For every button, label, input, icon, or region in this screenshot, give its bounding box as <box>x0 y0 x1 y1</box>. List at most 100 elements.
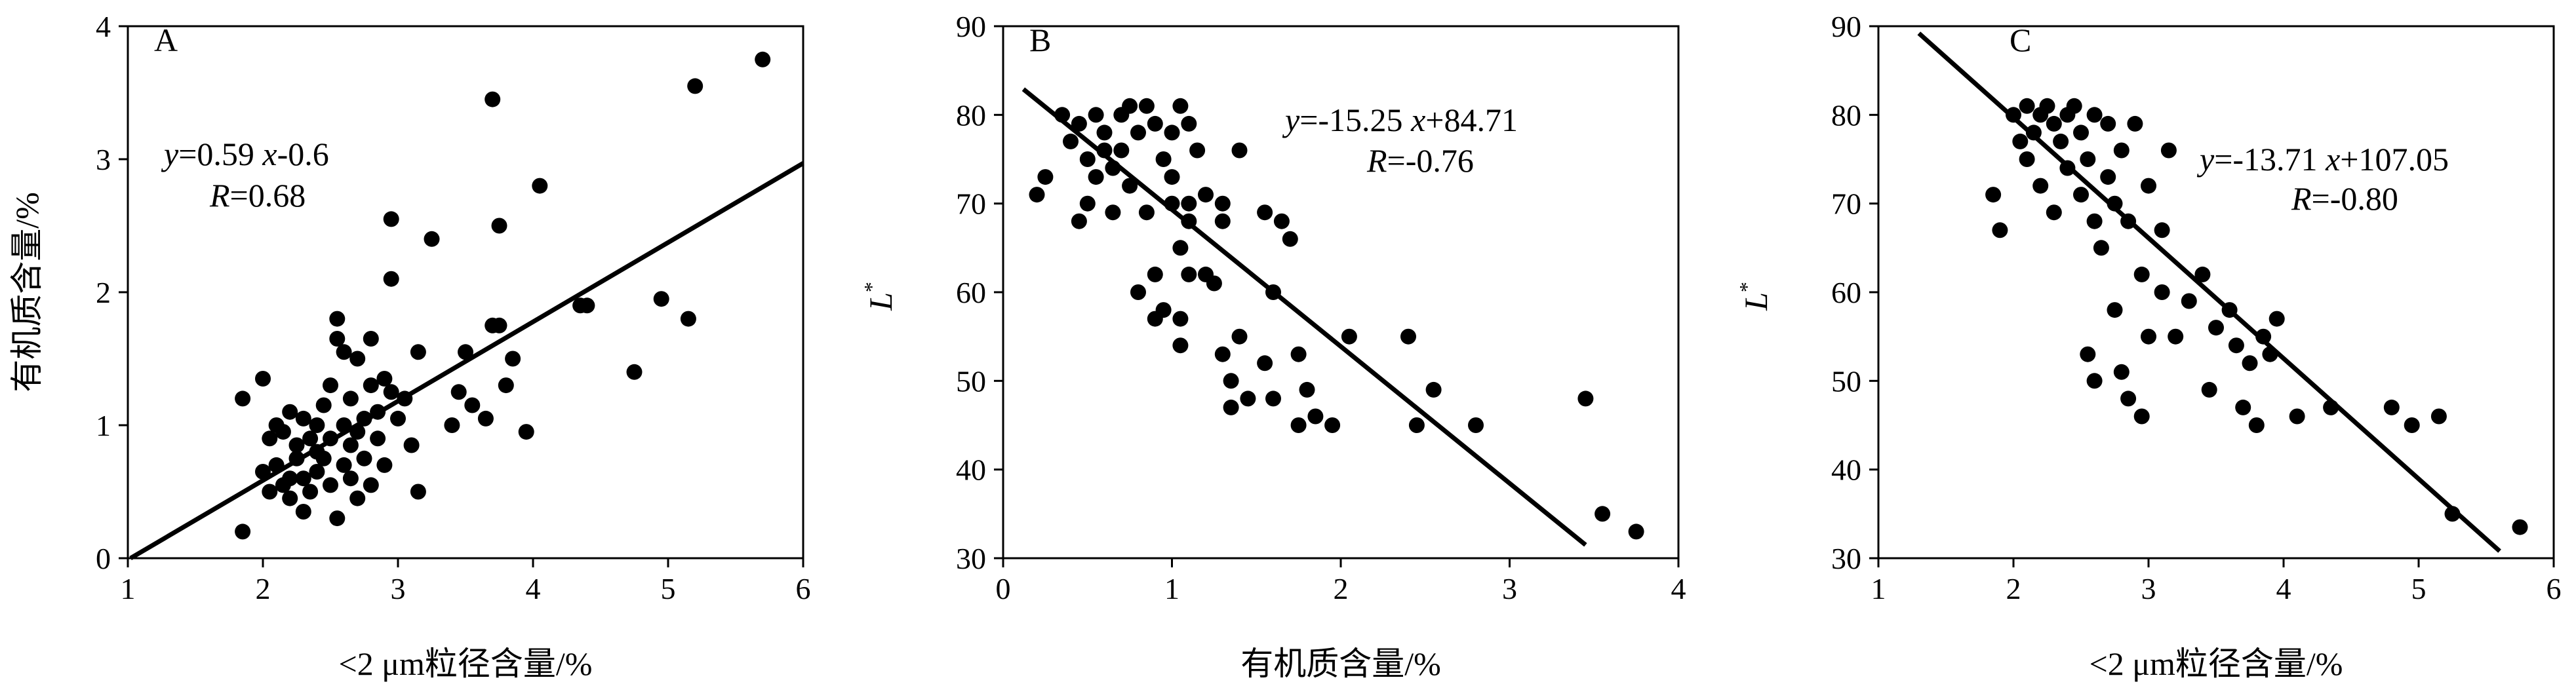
x-tick-label: 6 <box>796 572 811 605</box>
y-tick-label: 70 <box>956 187 986 221</box>
data-point <box>2512 519 2528 535</box>
data-point <box>1577 390 1594 407</box>
data-point <box>383 211 399 227</box>
data-point <box>2141 178 2156 194</box>
data-point <box>383 271 399 287</box>
x-tick-label: 3 <box>1502 572 1517 605</box>
data-point <box>1324 417 1341 433</box>
data-point <box>444 417 460 433</box>
data-point <box>295 410 311 427</box>
data-point <box>2073 124 2089 141</box>
y-tick-label: 80 <box>956 98 986 132</box>
regression-equation: y=-13.71 x+107.05 <box>2196 141 2449 178</box>
data-point <box>2248 417 2265 433</box>
data-point <box>1181 266 1197 282</box>
data-point <box>2100 169 2116 185</box>
correlation-coefficient: R=0.68 <box>209 177 306 214</box>
data-point <box>1147 115 1163 132</box>
data-point <box>1172 311 1189 327</box>
x-tick-label: 2 <box>1334 572 1349 605</box>
data-point <box>1181 195 1197 212</box>
data-point <box>2201 381 2217 398</box>
data-point <box>2086 213 2103 229</box>
x-tick-label: 4 <box>1671 572 1686 605</box>
x-tick-label: 3 <box>391 572 406 605</box>
data-point <box>1096 124 1113 141</box>
data-point <box>336 457 352 473</box>
data-point <box>2242 355 2258 371</box>
data-point <box>342 470 359 487</box>
data-point <box>309 417 325 433</box>
data-point <box>349 351 366 367</box>
data-point <box>2053 133 2069 149</box>
y-tick-label: 80 <box>1831 98 1861 132</box>
data-point <box>2235 399 2251 415</box>
data-point <box>1164 124 1180 141</box>
data-point <box>464 397 481 413</box>
x-tick-label: 3 <box>2141 572 2156 605</box>
regression-equation: y=-15.25 x+84.71 <box>1282 102 1518 138</box>
data-point <box>2181 293 2197 309</box>
data-point <box>363 377 379 394</box>
data-point <box>1240 390 1256 407</box>
data-point <box>680 311 696 327</box>
data-point <box>235 523 251 540</box>
data-point <box>2133 408 2150 425</box>
data-point <box>1628 523 1644 540</box>
data-point <box>450 384 467 400</box>
data-point <box>262 484 278 500</box>
data-point <box>1307 408 1324 425</box>
data-point <box>323 477 338 493</box>
y-tick-label: 0 <box>96 542 111 575</box>
data-point <box>2032 178 2049 194</box>
fit-line <box>1917 31 2501 553</box>
data-point <box>383 384 399 400</box>
correlation-coefficient: R=-0.76 <box>1366 142 1474 179</box>
data-point <box>1231 142 1248 159</box>
data-point <box>336 344 352 360</box>
data-point <box>1105 204 1121 221</box>
data-point <box>356 450 372 466</box>
data-point <box>363 477 379 493</box>
data-point <box>295 504 311 520</box>
panel-c: 1 2 3 4 5 6 30 40 50 60 70 80 90 C y=-13.71 x+107.05… <box>1735 10 2562 682</box>
data-point <box>2086 373 2103 389</box>
y-tick-label: 30 <box>1831 542 1861 575</box>
data-point <box>2039 98 2055 114</box>
x-tick-label: 0 <box>996 572 1011 605</box>
fit-line <box>129 161 804 561</box>
data-point <box>2046 115 2062 132</box>
data-point <box>1223 399 1239 415</box>
correlation-coefficient: R=-0.80 <box>2291 180 2398 217</box>
data-point <box>2012 133 2029 149</box>
data-point <box>1029 187 1045 203</box>
data-point <box>295 470 311 487</box>
y-tick-label: 90 <box>1831 10 1861 43</box>
data-point <box>2255 328 2272 345</box>
data-point <box>1595 506 1611 522</box>
data-point <box>1425 381 1442 398</box>
data-point <box>2194 266 2211 282</box>
data-point <box>1273 213 1290 229</box>
data-point <box>424 231 440 247</box>
data-point <box>2133 266 2150 282</box>
data-point <box>1155 302 1172 318</box>
data-point <box>505 351 521 367</box>
data-point <box>2154 222 2170 238</box>
data-point <box>1408 417 1425 433</box>
data-point <box>1468 417 1484 433</box>
data-point <box>329 331 346 347</box>
data-point <box>532 178 548 194</box>
data-point <box>1400 328 1416 345</box>
data-point <box>282 404 298 420</box>
data-point <box>2383 399 2400 415</box>
data-point <box>255 371 271 387</box>
data-point <box>579 297 595 314</box>
data-point <box>363 331 379 347</box>
data-point <box>1198 187 1214 203</box>
data-point <box>1992 222 2008 238</box>
data-point <box>491 317 507 333</box>
data-point <box>2154 284 2170 300</box>
x-tick-label: 5 <box>661 572 676 605</box>
